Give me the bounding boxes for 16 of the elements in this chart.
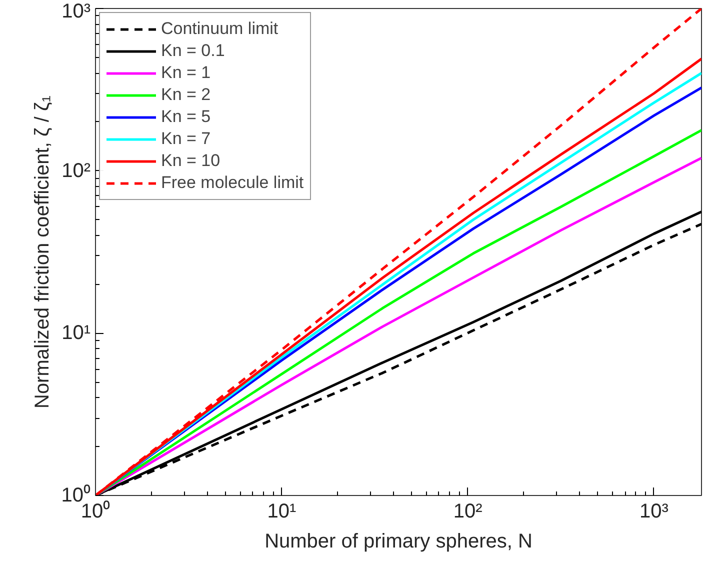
legend-label: Kn = 2	[161, 85, 211, 105]
legend-label: Kn = 0.1	[161, 41, 225, 61]
legend-label: Kn = 1	[161, 63, 211, 83]
legend-label: Free molecule limit	[161, 173, 304, 193]
x-tick-label: 10³	[640, 500, 669, 522]
x-tick-label: 10¹	[267, 500, 296, 522]
legend-label: Kn = 5	[161, 107, 211, 127]
x-axis-title: Number of primary spheres, N	[264, 530, 532, 552]
x-tick-label: 10²	[453, 500, 483, 522]
y-tick-label: 10¹	[62, 322, 91, 344]
y-axis-title: Normalized friction coefficient, ζ / ζ₁	[31, 95, 54, 409]
legend-label: Continuum limit	[161, 19, 278, 39]
y-tick-label: 10³	[62, 0, 91, 22]
y-tick-label: 10²	[62, 160, 91, 182]
legend-label: Kn = 7	[161, 129, 211, 149]
legend-label: Kn = 10	[161, 151, 220, 171]
